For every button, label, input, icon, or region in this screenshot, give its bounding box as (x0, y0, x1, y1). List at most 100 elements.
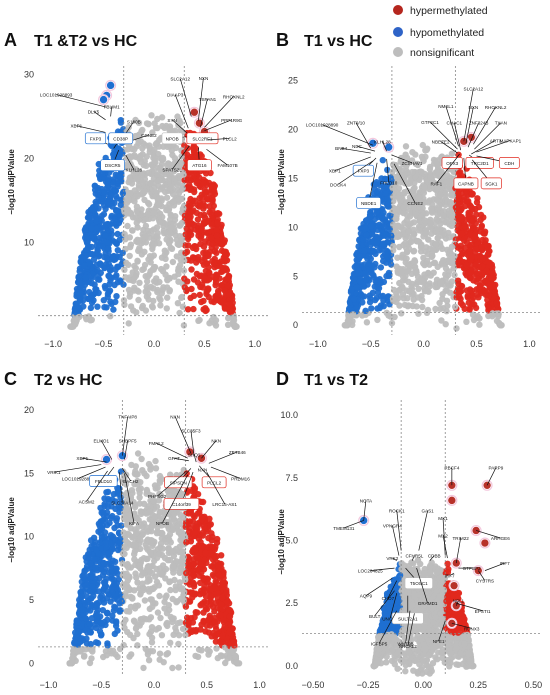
hyper-point (212, 543, 219, 551)
hyper-point (479, 270, 486, 278)
hyper-point (201, 275, 209, 282)
ns-point (160, 659, 167, 666)
x-tick-label: 1.0 (249, 339, 262, 349)
hypo-point (114, 230, 121, 238)
ns-point (153, 626, 160, 633)
hyper-point (194, 216, 202, 223)
ns-point (139, 467, 146, 474)
hyper-point (190, 292, 198, 299)
hyper-point (183, 286, 191, 293)
hyper-point (483, 242, 491, 250)
ns-point (426, 219, 434, 226)
hypo-point (73, 300, 80, 307)
x-tick-label: 0.25 (470, 680, 488, 690)
ns-point (401, 301, 409, 309)
ns-point (167, 471, 174, 478)
ns-point (448, 150, 456, 157)
ns-point (429, 252, 436, 260)
x-tick-label: −0.5 (95, 339, 113, 349)
ns-point (409, 168, 416, 176)
hypo-point (119, 249, 126, 257)
hypo-point (361, 247, 368, 254)
hyper-point (208, 221, 215, 229)
ns-point (428, 209, 436, 216)
gene-label: FXP3 (358, 169, 370, 174)
y-tick-label: 15 (288, 173, 298, 183)
y-tick-label: 5 (29, 595, 34, 605)
ns-point (163, 263, 170, 270)
ns-point (445, 234, 453, 241)
ns-point (153, 224, 161, 231)
ns-point (391, 313, 398, 321)
ns-point (134, 642, 141, 649)
gene-label-box (352, 164, 374, 177)
ns-point (145, 169, 152, 176)
ns-point (154, 609, 162, 616)
ns-point (133, 471, 140, 478)
hypo-point (107, 221, 114, 228)
hypo-point (106, 273, 113, 280)
ns-point (157, 302, 164, 309)
ns-point (109, 647, 117, 654)
hypo-point (91, 281, 98, 288)
ns-point (149, 129, 156, 136)
x-tick-label: −0.5 (92, 680, 110, 690)
gene-label: NXN (469, 105, 479, 110)
ns-point (152, 457, 159, 465)
gene-label: CCNE2 (407, 201, 423, 206)
ns-point (398, 167, 405, 174)
panel-c-letter: C (4, 369, 17, 389)
ns-point (404, 267, 412, 275)
ns-point (450, 219, 457, 226)
hypo-point (104, 640, 111, 647)
hyper-point (211, 618, 219, 626)
gene-label: GTF2C1 (421, 120, 439, 125)
ns-point (444, 302, 451, 310)
hypo-point (106, 266, 114, 274)
gene-labels: LOC101928893DLX5FBLIM1XBP1S100BCCNE2FXP3… (40, 76, 245, 173)
ns-point (154, 124, 161, 132)
ns-point (414, 238, 421, 245)
ns-point (156, 650, 164, 657)
ns-point (434, 234, 441, 242)
x-tick-label: −0.5 (362, 339, 380, 349)
ns-point (152, 159, 159, 166)
gene-label: ELMO1 (93, 439, 109, 444)
hyper-point (208, 234, 215, 242)
hypo-point (87, 629, 95, 636)
hypo-point (88, 250, 96, 258)
hypo-point (99, 170, 107, 177)
hyper-point (452, 204, 460, 211)
hyper-point (213, 227, 220, 234)
hypo-point (377, 180, 385, 187)
leader-line (207, 137, 230, 141)
hypo-point (362, 307, 369, 314)
ns-point (135, 119, 143, 127)
hyper-point (198, 298, 205, 306)
hyper-point (459, 302, 466, 309)
ns-point (439, 245, 446, 252)
hypo-point (91, 556, 98, 563)
ns-point (405, 228, 412, 235)
ns-point (439, 291, 446, 298)
ns-point (389, 184, 396, 191)
hyper-point (185, 242, 192, 249)
ns-point (396, 279, 403, 287)
hyper-point (205, 616, 212, 624)
ns-point (449, 192, 456, 199)
hyper-point (493, 299, 500, 307)
hypo-point (106, 201, 113, 208)
ns-point (421, 199, 429, 206)
hypo-point (72, 629, 79, 636)
ns-point (416, 218, 423, 225)
hypo-point (370, 247, 377, 254)
hyper-point (190, 305, 197, 313)
hyper-point (476, 283, 484, 290)
hypo-point (88, 206, 96, 213)
ns-point (421, 217, 429, 224)
ns-point (137, 521, 145, 528)
hypo-point (93, 200, 100, 207)
ns-point (169, 151, 176, 159)
ns-point (233, 659, 240, 666)
